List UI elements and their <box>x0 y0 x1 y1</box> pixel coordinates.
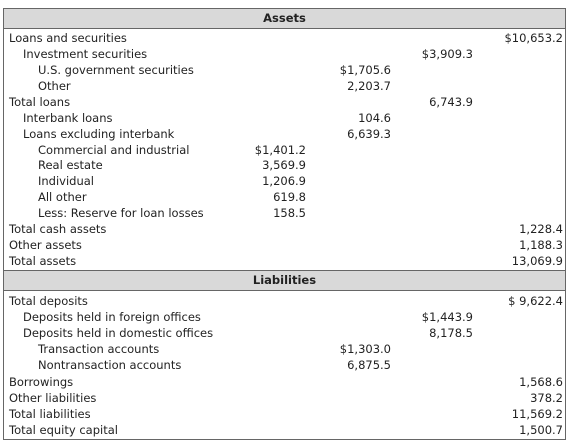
row-label: Total liabilities <box>9 406 91 421</box>
row-label: Deposits held in domestic offices <box>23 326 214 341</box>
row-value: 1,228.4 <box>519 222 563 237</box>
row-value: 1,500.7 <box>519 422 563 437</box>
row-value: $3,909.3 <box>421 46 473 61</box>
row-label: Less: Reserve for loan losses <box>38 206 204 221</box>
row-label: All other <box>38 190 87 205</box>
row-label: Borrowings <box>9 374 74 389</box>
row-value: $1,303.0 <box>339 342 391 357</box>
row-value: 6,875.5 <box>347 358 391 373</box>
row-value: $1,401.2 <box>254 142 306 157</box>
section-header: Liabilities <box>4 270 565 291</box>
row-value: 8,178.5 <box>429 326 473 341</box>
row-value: 1,206.9 <box>262 174 306 189</box>
row-value: 11,569.2 <box>511 406 563 421</box>
row-label: Nontransaction accounts <box>38 358 182 373</box>
row-label: Interbank loans <box>23 110 113 125</box>
balance-sheet-table: Assets Loans and securities $10,653.2 Inves… <box>3 8 566 440</box>
row-value: 619.8 <box>273 190 306 205</box>
section-header: Assets <box>4 8 565 29</box>
row-label: Total equity capital <box>9 422 118 437</box>
row-value: 158.5 <box>273 206 306 221</box>
row-label: Transaction accounts <box>38 342 160 357</box>
row-value: 6,743.9 <box>429 94 473 109</box>
row-value: $1,705.6 <box>339 62 391 77</box>
row-value: 13,069.9 <box>511 254 563 269</box>
row-label: Total loans <box>9 94 71 109</box>
row-label: Total deposits <box>9 294 88 308</box>
row-value: 2,203.7 <box>347 78 391 93</box>
row-label: Other liabilities <box>9 390 97 405</box>
row-value: 104.6 <box>358 110 391 125</box>
row-label: Total assets <box>9 254 77 269</box>
row-label: Other <box>38 78 71 93</box>
row-value: 1,188.3 <box>519 238 563 253</box>
row-value: $ 9,622.4 <box>508 294 563 308</box>
row-label: Loans excluding interbank <box>23 126 175 141</box>
row-label: Other assets <box>9 238 82 253</box>
row-value: $1,443.9 <box>421 310 473 325</box>
row-label: Individual <box>38 174 95 189</box>
row-value: 378.2 <box>530 390 563 405</box>
row-label: Deposits held in foreign offices <box>23 310 201 325</box>
row-value: $10,653.2 <box>504 31 563 45</box>
row-value: 1,568.6 <box>519 374 563 389</box>
row-label: Loans and securities <box>9 31 127 45</box>
row-label: U.S. government securities <box>38 62 194 77</box>
row-value: 6,639.3 <box>347 126 391 141</box>
row-label: Investment securities <box>23 46 148 61</box>
row-label: Commercial and industrial <box>38 142 190 157</box>
row-value: 3,569.9 <box>262 158 306 173</box>
row-label: Real estate <box>38 158 103 173</box>
row-label: Total cash assets <box>9 222 107 237</box>
